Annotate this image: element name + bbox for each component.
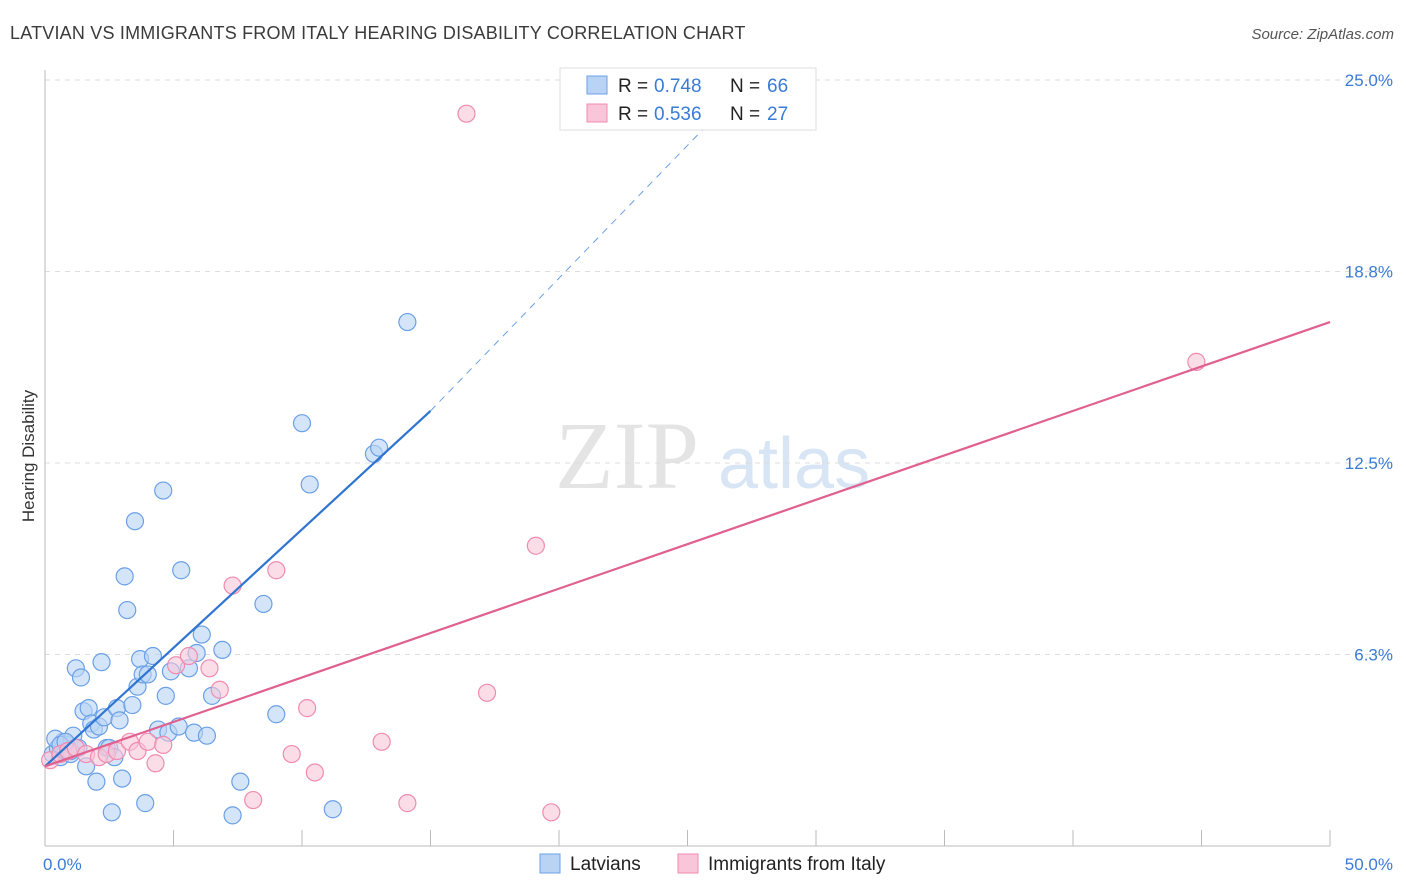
scatter-point: [223, 576, 242, 595]
x-tick-label: 50.0%: [1345, 855, 1393, 874]
scatter-point: [136, 794, 155, 813]
scatter-point: [300, 475, 319, 494]
scatter-point: [292, 414, 312, 433]
scatter-point: [125, 512, 145, 531]
y-tick-label: 12.5%: [1345, 454, 1393, 473]
scatter-point: [267, 705, 286, 724]
x-axis-tick-marks: [173, 830, 1331, 846]
y-tick-label: 6.3%: [1354, 646, 1393, 665]
bottom-legend-swatch-italy: [677, 853, 699, 874]
scatter-point: [192, 625, 211, 644]
watermark: ZIP atlas: [555, 402, 870, 509]
watermark-atlas: atlas: [718, 424, 870, 504]
scatter-point: [244, 790, 263, 810]
scatter-point: [154, 735, 173, 754]
scatter-point: [370, 438, 389, 457]
scatter-point: [223, 806, 242, 825]
y-axis-label: Hearing Disability: [19, 389, 38, 522]
bottom-legend-label-italy: Immigrants from Italy: [708, 854, 886, 875]
scatter-point: [323, 800, 342, 819]
scatter-point: [372, 732, 391, 751]
legend-n-value-italy: 27: [767, 104, 788, 125]
series-latvians: [43, 312, 417, 825]
scatter-point: [267, 561, 286, 580]
scatter-point: [282, 744, 301, 764]
scatter-point: [179, 646, 199, 666]
y-tick-label: 25.0%: [1345, 71, 1393, 90]
scatter-point: [542, 803, 561, 822]
scatter-point: [112, 769, 132, 788]
scatter-point: [200, 659, 219, 678]
series-immigrants-from-italy: [41, 104, 1206, 822]
scatter-point: [298, 699, 317, 718]
legend-r-label-latvians: R =: [618, 76, 648, 97]
scatter-point: [457, 104, 476, 123]
scatter-point: [102, 803, 121, 822]
bottom-legend-swatch-latvians: [539, 853, 561, 874]
scatter-point: [305, 763, 324, 782]
y-tick-labels: 6.3% 12.5% 18.8% 25.0%: [1345, 71, 1393, 665]
scatter-point: [477, 683, 497, 702]
scatter-point: [213, 640, 232, 660]
scatter-point: [138, 665, 157, 684]
y-tick-label: 18.8%: [1345, 263, 1393, 282]
scatter-point: [398, 794, 417, 813]
scatter-point: [254, 594, 273, 614]
scatter-point: [398, 312, 417, 332]
scatter-point: [123, 695, 142, 715]
bottom-legend-label-latvians: Latvians: [570, 854, 641, 875]
scatter-point: [210, 680, 229, 699]
scatter-point: [166, 656, 186, 675]
legend-r-value-italy: 0.536: [654, 104, 702, 125]
scatter-point: [87, 772, 106, 791]
x-tick-labels: 0.0% 50.0%: [43, 855, 1393, 874]
scatter-point: [71, 668, 91, 687]
legend-swatch-italy: [586, 103, 608, 123]
legend-r-value-latvians: 0.748: [654, 76, 702, 97]
x-tick-label: 0.0%: [43, 855, 82, 874]
scatter-point: [154, 481, 173, 500]
scatter-point: [156, 686, 175, 705]
scatter-point: [79, 699, 98, 718]
legend-swatch-latvians: [586, 75, 608, 95]
watermark-zip: ZIP: [555, 402, 699, 509]
trend-lines: [44, 91, 1331, 768]
legend-n-value-latvians: 66: [767, 76, 788, 97]
legend-r-label-italy: R =: [618, 104, 648, 125]
scatter-point: [118, 600, 137, 620]
scatter-point: [92, 653, 111, 672]
scatter-point: [110, 711, 129, 730]
scatter-point: [197, 726, 217, 745]
chart-title: LATVIAN VS IMMIGRANTS FROM ITALY HEARING…: [10, 23, 746, 43]
legend-n-label-italy: N =: [730, 104, 760, 125]
scatter-point: [115, 567, 134, 586]
stats-legend: R = 0.748 N = 66 R = 0.536 N = 27: [559, 67, 817, 131]
chart-source: Source: ZipAtlas.com: [1251, 26, 1394, 43]
scatter-point: [138, 732, 157, 751]
legend-n-label-latvians: N =: [730, 76, 760, 97]
scatter-point: [146, 754, 165, 773]
trend-line-italy: [44, 321, 1331, 768]
scatter-point: [231, 772, 250, 791]
bottom-legend: Latvians Immigrants from Italy: [539, 853, 886, 875]
scatter-point: [172, 561, 191, 580]
trend-line-latvians: [44, 410, 432, 768]
trend-line-latvians-extension: [430, 91, 740, 412]
scatter-point: [526, 536, 545, 555]
scatter-point: [143, 646, 163, 666]
